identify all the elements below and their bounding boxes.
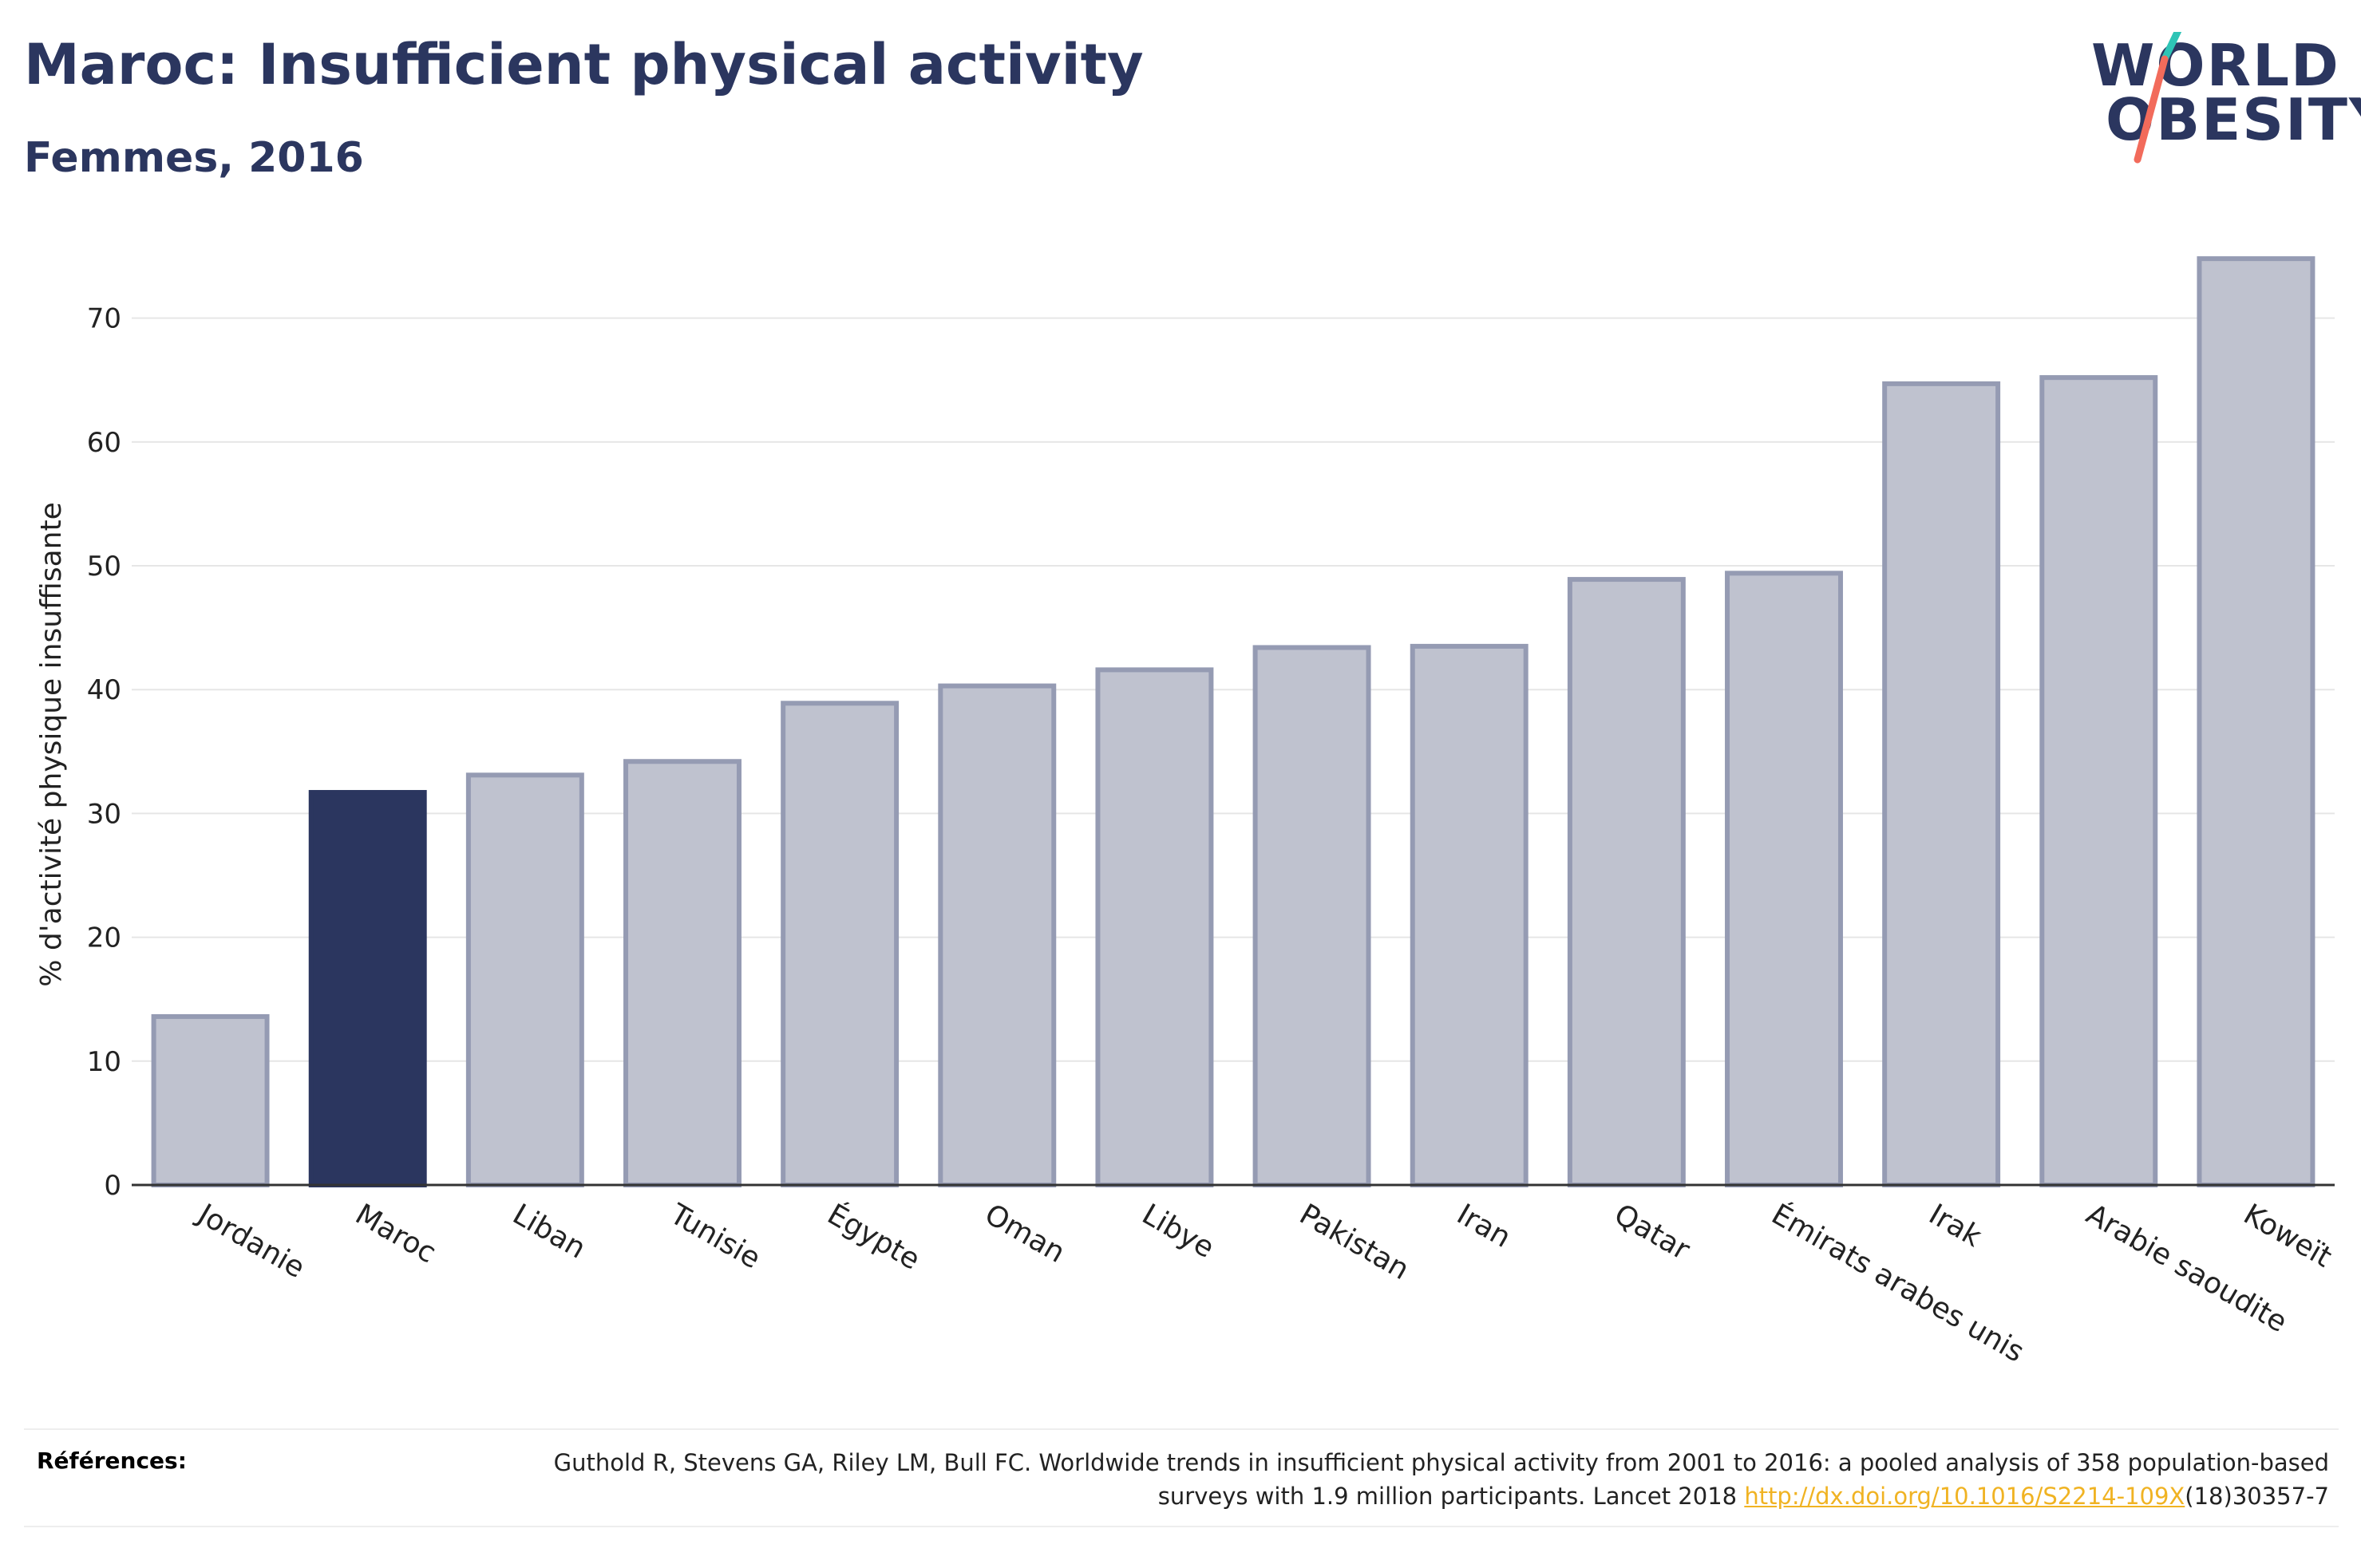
- bar-qatar: [1567, 577, 1686, 1187]
- x-tick-label: Qatar: [1608, 1198, 1695, 1266]
- references-divider-bottom: [24, 1526, 2339, 1527]
- bar-émirats-arabes-unis: [1725, 571, 1843, 1187]
- y-axis-label: % d'activité physique insuffisante: [35, 502, 68, 986]
- x-tick-label: Maroc: [350, 1198, 441, 1270]
- x-tick-label: Jordanie: [191, 1197, 310, 1285]
- bar-arabie-saoudite: [2039, 375, 2158, 1187]
- x-tick-label: Libye: [1137, 1198, 1220, 1265]
- bar-chart: 0 10 20 30 40 50 60 70 Jordanie Maroc Liban Tunisie…: [35, 256, 2337, 1369]
- bar-égypte: [781, 701, 900, 1187]
- references-text: Guthold R, Stevens GA, Riley LM, Bull FC…: [493, 1446, 2329, 1513]
- y-tick-label: 60: [87, 427, 121, 459]
- bar-maroc: [308, 790, 427, 1187]
- logo-slash-icon: [2134, 32, 2182, 164]
- bar-tunisie: [623, 759, 742, 1187]
- x-tick-label: Iran: [1451, 1198, 1516, 1254]
- x-tick-label: Liban: [507, 1198, 591, 1265]
- y-tick-label: 40: [87, 674, 121, 706]
- bar-jordanie: [151, 1013, 270, 1187]
- y-tick-label: 30: [87, 798, 121, 830]
- chart-title: Maroc: Insufficient physical activity: [24, 32, 1144, 97]
- logo-line-world: WORLD: [2091, 32, 2340, 99]
- references-divider-top: [24, 1428, 2339, 1430]
- x-tick-label: Tunisie: [664, 1198, 766, 1276]
- bar-koweït: [2197, 256, 2316, 1188]
- x-tick-label: Irak: [1924, 1198, 1987, 1254]
- bar-irak: [1882, 381, 2001, 1188]
- bars: [151, 256, 2316, 1188]
- x-tick-label: Pakistan: [1294, 1198, 1414, 1286]
- x-tick-label: Égypte: [822, 1197, 926, 1276]
- chart-subtitle: Femmes, 2016: [24, 134, 364, 182]
- bar-libye: [1095, 667, 1214, 1187]
- reference-doi-link[interactable]: http://dx.doi.org/10.1016/S2214-109X: [1744, 1483, 2185, 1510]
- x-tick-label: Émirats arabes unis: [1766, 1197, 2031, 1369]
- y-tick-label: 70: [87, 303, 121, 335]
- y-tick-label: 20: [87, 922, 121, 954]
- x-tick-label: Koweït: [2238, 1198, 2337, 1274]
- y-tick-label: 50: [87, 551, 121, 583]
- world-obesity-logo: WORLD OBESITY: [2075, 32, 2361, 168]
- bar-liban: [465, 772, 584, 1187]
- y-tick-label: 10: [87, 1046, 121, 1078]
- references-label: Références:: [37, 1448, 187, 1474]
- gridlines: [132, 317, 2335, 1062]
- x-tick-label: Oman: [979, 1198, 1070, 1270]
- bar-iran: [1410, 643, 1529, 1187]
- reference-citation: Guthold R, Stevens GA, Riley LM, Bull FC…: [553, 1449, 2329, 1510]
- y-tick-label: 0: [104, 1170, 121, 1202]
- bar-oman: [938, 683, 1057, 1187]
- bar-pakistan: [1252, 645, 1371, 1187]
- reference-doi-tail: (18)30357-7: [2185, 1483, 2329, 1510]
